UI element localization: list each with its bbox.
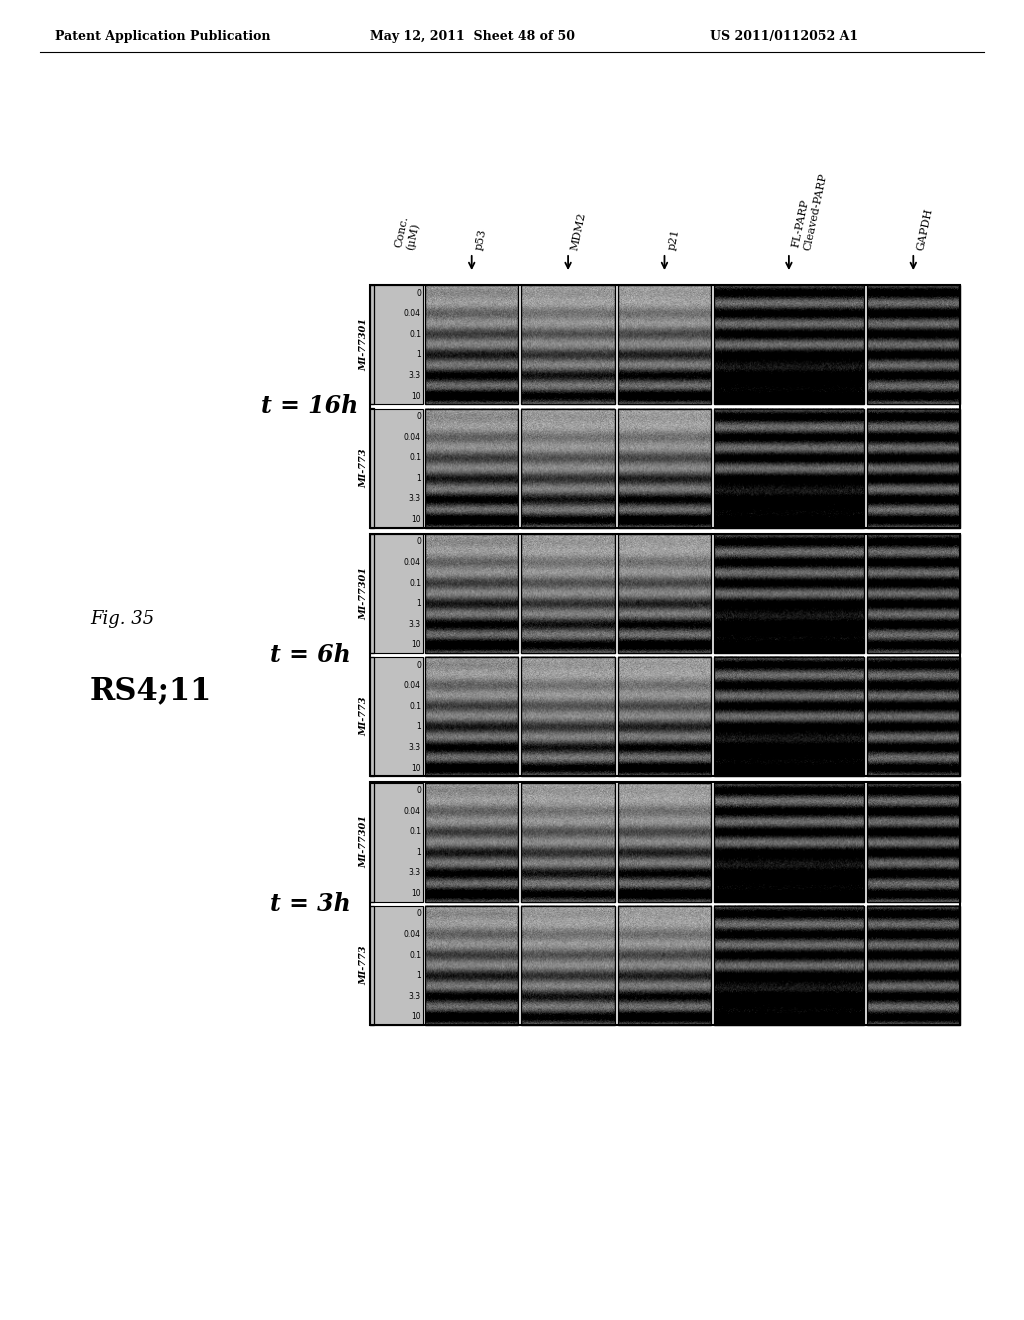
Bar xyxy=(425,535,518,653)
Text: 0.1: 0.1 xyxy=(409,950,421,960)
Text: 10: 10 xyxy=(412,640,421,649)
Text: RS4;11: RS4;11 xyxy=(90,676,212,706)
Text: MI-77301: MI-77301 xyxy=(359,318,368,371)
Bar xyxy=(714,285,863,404)
Bar xyxy=(866,409,959,528)
Bar xyxy=(617,657,712,776)
Text: 0: 0 xyxy=(416,661,421,669)
Bar xyxy=(521,657,614,776)
Text: 0.1: 0.1 xyxy=(409,330,421,339)
Bar xyxy=(714,535,863,653)
Text: t = 6h: t = 6h xyxy=(269,643,350,667)
Text: Fig. 35: Fig. 35 xyxy=(90,610,155,627)
Bar xyxy=(370,285,961,528)
Text: MI-773: MI-773 xyxy=(359,697,368,737)
Text: t = 3h: t = 3h xyxy=(269,892,350,916)
Text: 3.3: 3.3 xyxy=(409,991,421,1001)
Bar xyxy=(425,285,518,404)
Text: 1: 1 xyxy=(416,722,421,731)
Text: 0: 0 xyxy=(416,787,421,795)
Bar xyxy=(714,657,863,776)
Text: 0.1: 0.1 xyxy=(409,702,421,711)
Text: 3.3: 3.3 xyxy=(409,619,421,628)
Text: p53: p53 xyxy=(474,228,487,251)
Bar xyxy=(370,285,423,404)
Bar xyxy=(714,783,863,902)
Text: 1: 1 xyxy=(416,847,421,857)
Text: MI-77301: MI-77301 xyxy=(359,566,368,620)
Text: t = 16h: t = 16h xyxy=(261,395,358,418)
Bar xyxy=(866,906,959,1026)
Bar xyxy=(617,285,712,404)
Text: 10: 10 xyxy=(412,392,421,400)
Text: FL-PARP
Cleaved-PARP: FL-PARP Cleaved-PARP xyxy=(791,169,828,251)
Bar xyxy=(866,783,959,902)
Text: 0.04: 0.04 xyxy=(404,931,421,939)
Text: Patent Application Publication: Patent Application Publication xyxy=(55,30,270,44)
Text: 3.3: 3.3 xyxy=(409,869,421,878)
Text: 0: 0 xyxy=(416,289,421,298)
Text: MI-77301: MI-77301 xyxy=(359,816,368,869)
Text: 0: 0 xyxy=(416,909,421,919)
Text: 1: 1 xyxy=(416,350,421,359)
Text: 3.3: 3.3 xyxy=(409,743,421,752)
Text: 0.04: 0.04 xyxy=(404,558,421,568)
Text: 0.1: 0.1 xyxy=(409,828,421,837)
Bar xyxy=(617,535,712,653)
Text: 1: 1 xyxy=(416,474,421,483)
Text: 3.3: 3.3 xyxy=(409,371,421,380)
Bar xyxy=(425,906,518,1026)
Text: 0: 0 xyxy=(416,537,421,546)
Text: Conc.
(μM): Conc. (μM) xyxy=(393,215,422,251)
Bar xyxy=(714,409,863,528)
Bar xyxy=(617,906,712,1026)
Text: May 12, 2011  Sheet 48 of 50: May 12, 2011 Sheet 48 of 50 xyxy=(370,30,575,44)
Text: 0.04: 0.04 xyxy=(404,681,421,690)
Text: p21: p21 xyxy=(667,228,681,251)
Text: 0.1: 0.1 xyxy=(409,453,421,462)
Text: MI-773: MI-773 xyxy=(359,945,368,985)
Bar xyxy=(521,409,614,528)
Text: MDM2: MDM2 xyxy=(570,211,588,251)
Text: 10: 10 xyxy=(412,888,421,898)
Text: 0.1: 0.1 xyxy=(409,578,421,587)
Text: 10: 10 xyxy=(412,1012,421,1022)
Text: US 2011/0112052 A1: US 2011/0112052 A1 xyxy=(710,30,858,44)
Bar xyxy=(370,535,423,653)
Text: 1: 1 xyxy=(416,972,421,981)
Bar xyxy=(521,906,614,1026)
Text: 0.04: 0.04 xyxy=(404,807,421,816)
Bar xyxy=(370,783,961,1026)
Text: 1: 1 xyxy=(416,599,421,609)
Bar xyxy=(370,783,423,902)
Text: 0.04: 0.04 xyxy=(404,433,421,442)
Text: 0.04: 0.04 xyxy=(404,309,421,318)
Text: 0: 0 xyxy=(416,412,421,421)
Bar xyxy=(617,783,712,902)
Text: GAPDH: GAPDH xyxy=(915,207,934,251)
Bar xyxy=(425,657,518,776)
Bar xyxy=(866,657,959,776)
Text: 3.3: 3.3 xyxy=(409,494,421,503)
Bar xyxy=(370,533,961,776)
Text: 10: 10 xyxy=(412,515,421,524)
Bar xyxy=(866,285,959,404)
Bar xyxy=(521,783,614,902)
Bar xyxy=(370,657,423,776)
Bar xyxy=(425,783,518,902)
Bar xyxy=(370,906,423,1026)
Text: MI-773: MI-773 xyxy=(359,449,368,488)
Text: 10: 10 xyxy=(412,763,421,772)
Bar xyxy=(617,409,712,528)
Bar xyxy=(521,285,614,404)
Bar xyxy=(425,409,518,528)
Bar xyxy=(866,535,959,653)
Bar xyxy=(370,409,423,528)
Bar xyxy=(714,906,863,1026)
Bar xyxy=(521,535,614,653)
